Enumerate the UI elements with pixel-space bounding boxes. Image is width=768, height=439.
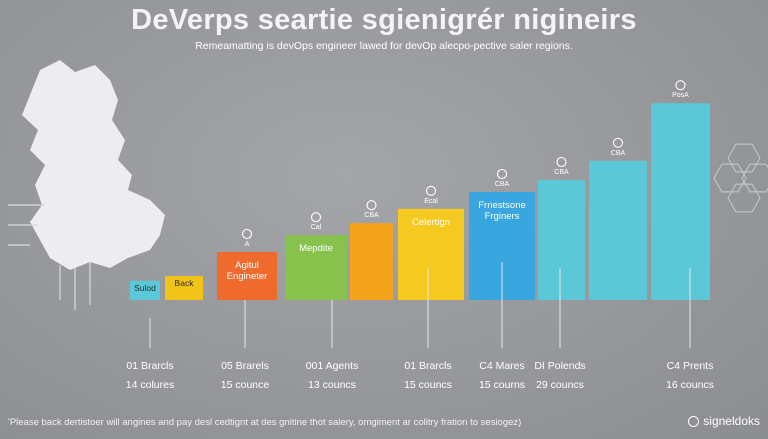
brand-text: signeldoks (703, 414, 760, 428)
group-region: DI Polends (534, 360, 585, 372)
bar (651, 103, 710, 300)
bar-icon-label: CBA (554, 169, 569, 176)
group-count: 15 counce (221, 379, 270, 391)
bar-icon-label: CBA (611, 150, 626, 157)
bar-icon (556, 156, 567, 168)
group-count: 16 councs (666, 379, 714, 391)
bar-label: Sulod (134, 283, 156, 293)
bar-icon-label: A (245, 241, 250, 248)
bar (350, 223, 393, 300)
bar (398, 208, 464, 300)
bar (217, 252, 277, 300)
hex-outline (741, 163, 768, 193)
bar-icon-label: Ecal (424, 198, 438, 205)
hex-outline (727, 143, 761, 173)
group-region: 001 Agents (306, 360, 359, 372)
chart-subtitle: Remeamatting is devOps engineer lawed fo… (195, 40, 573, 52)
group-count: 13 councs (308, 379, 356, 391)
group-count: 15 courns (479, 379, 525, 391)
group-count: 29 councs (536, 379, 584, 391)
hex-outline (713, 163, 747, 193)
bar-label: Celertign (412, 217, 450, 228)
chart-title: DeVerps seartie sgienigrér nigineirs (131, 4, 637, 36)
group-region: 05 Brarels (221, 360, 269, 372)
bar-icon (241, 228, 253, 240)
bar (130, 280, 160, 300)
bar-icon (425, 185, 437, 196)
map-silhouette (22, 60, 165, 270)
bar (165, 276, 203, 300)
bar-icon (675, 80, 686, 91)
bar-icon (366, 200, 377, 211)
bar-icon-label: PosA (672, 92, 689, 99)
bar-label: Frnestsone (478, 200, 526, 211)
group-count: 15 councs (404, 379, 452, 391)
group-region: C4 Mares (479, 360, 525, 372)
bar-icon (496, 168, 508, 180)
groups-layer: 01 Brarcls 14 colures 05 Brarels 15 counce 0… (126, 262, 714, 391)
bar-label: Mepdite (299, 243, 333, 254)
bar-label: Back (175, 278, 195, 288)
bar-icon-label: CBA (364, 212, 379, 219)
hex-outline (727, 183, 761, 213)
bar-label: Frginers (485, 211, 520, 222)
brand-icon (688, 415, 700, 427)
bar (538, 180, 585, 300)
bar-label: Engineter (227, 271, 268, 282)
bar-icon-label: CBA (495, 181, 510, 188)
group-region: 01 Brarcls (126, 360, 173, 372)
bar-icon (612, 137, 624, 148)
bar-icon-label: Cal (311, 224, 322, 231)
group-count: 14 colures (126, 379, 174, 391)
background-decor (8, 60, 768, 310)
bar (285, 235, 347, 300)
footnote: 'Please back dertistoer will angines and… (8, 417, 522, 428)
bar-label: Agitul (235, 260, 259, 271)
group-region: 01 Brarcls (404, 360, 451, 372)
brand-logo: signeldoks (688, 414, 760, 428)
bar-icon (310, 212, 322, 223)
circuit-lines-left (8, 204, 91, 310)
group-region: C4 Prents (667, 360, 714, 372)
bar (589, 160, 647, 300)
